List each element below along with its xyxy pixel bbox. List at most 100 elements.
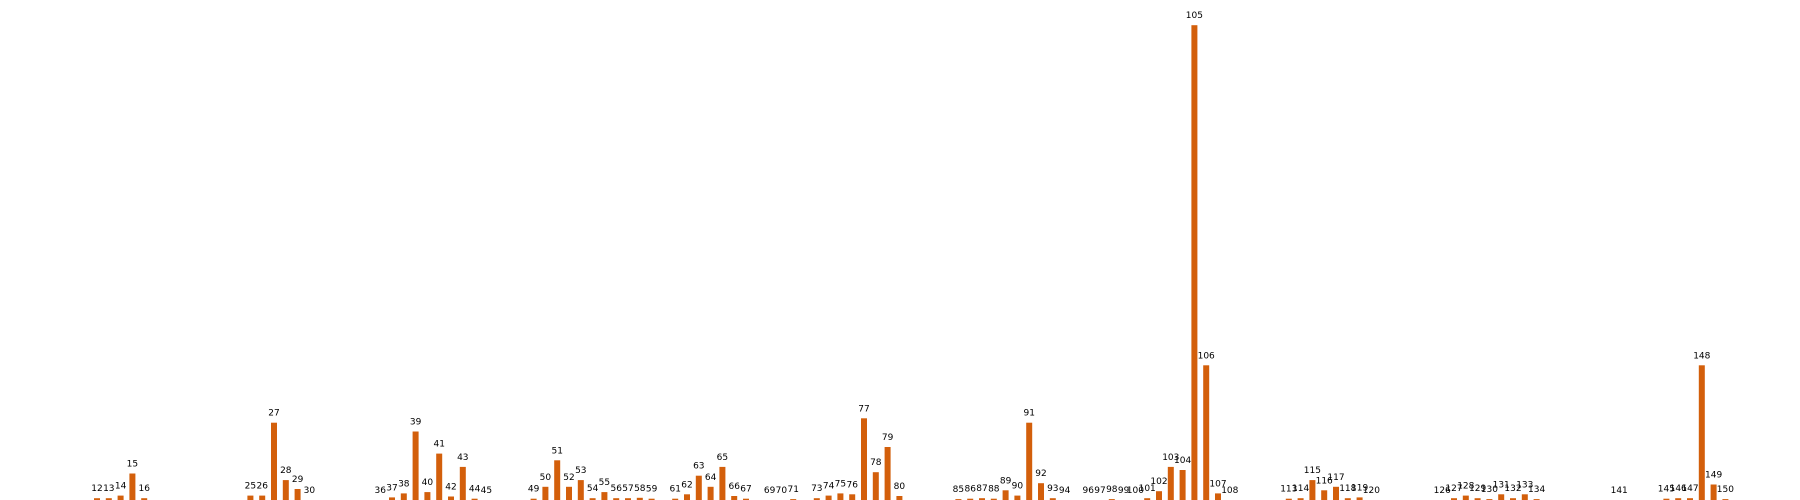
bar-118 bbox=[1344, 498, 1351, 500]
bar-25 bbox=[247, 495, 254, 500]
bar-132 bbox=[1510, 498, 1516, 500]
bar-label-36: 36 bbox=[374, 486, 386, 496]
bar-56 bbox=[613, 498, 620, 500]
bar-label-141: 141 bbox=[1611, 486, 1628, 496]
bar-90 bbox=[1014, 495, 1021, 500]
bar-53 bbox=[577, 480, 584, 500]
bar-label-77: 77 bbox=[858, 404, 869, 414]
bar-label-107: 107 bbox=[1209, 479, 1226, 489]
bar-54 bbox=[589, 498, 596, 500]
bar-103 bbox=[1167, 466, 1174, 500]
bar-label-91: 91 bbox=[1023, 409, 1034, 419]
bar-label-99: 99 bbox=[1118, 486, 1130, 496]
bar-label-145: 145 bbox=[1658, 485, 1675, 495]
bar-52 bbox=[566, 486, 572, 500]
bar-131 bbox=[1498, 494, 1505, 500]
bar-label-90: 90 bbox=[1012, 482, 1024, 492]
bar-27 bbox=[271, 422, 277, 500]
bar-label-63: 63 bbox=[693, 462, 704, 472]
bar-116 bbox=[1321, 490, 1328, 500]
bar-label-92: 92 bbox=[1035, 469, 1046, 479]
bar-label-147: 147 bbox=[1681, 484, 1698, 494]
bar-44 bbox=[471, 498, 478, 500]
bar-label-104: 104 bbox=[1174, 456, 1191, 466]
bar-label-129: 129 bbox=[1469, 484, 1486, 494]
bar-label-101: 101 bbox=[1139, 484, 1156, 494]
bar-label-133: 133 bbox=[1516, 480, 1533, 490]
bar-label-65: 65 bbox=[717, 453, 728, 463]
bar-label-74: 74 bbox=[823, 482, 835, 492]
bar-80 bbox=[896, 496, 903, 500]
bar-label-67: 67 bbox=[740, 485, 751, 495]
bar-label-80: 80 bbox=[894, 482, 906, 492]
bar-label-126: 126 bbox=[1434, 486, 1451, 496]
bar-148 bbox=[1698, 365, 1705, 500]
bar-label-76: 76 bbox=[846, 480, 858, 490]
bar-label-134: 134 bbox=[1528, 485, 1545, 495]
bar-39 bbox=[412, 431, 419, 500]
bar-67 bbox=[743, 498, 749, 500]
bar-117 bbox=[1333, 486, 1339, 500]
bar-107 bbox=[1215, 493, 1221, 500]
bars-group bbox=[94, 25, 1729, 500]
bar-127 bbox=[1451, 498, 1457, 500]
bar-label-61: 61 bbox=[669, 485, 680, 495]
bar-128 bbox=[1462, 495, 1469, 500]
bar-label-53: 53 bbox=[575, 466, 586, 476]
bar-label-132: 132 bbox=[1504, 484, 1521, 494]
bar-label-26: 26 bbox=[256, 482, 268, 492]
bar-104 bbox=[1179, 470, 1186, 500]
bar-label-97: 97 bbox=[1094, 486, 1105, 496]
bar-label-69: 69 bbox=[764, 486, 776, 496]
bar-label-30: 30 bbox=[304, 486, 316, 496]
bar-label-75: 75 bbox=[835, 479, 846, 489]
bar-label-119: 119 bbox=[1351, 483, 1368, 493]
bar-15 bbox=[129, 473, 136, 500]
bar-119 bbox=[1356, 497, 1363, 500]
bar-61 bbox=[672, 498, 679, 500]
bar-29 bbox=[294, 489, 301, 500]
bar-89 bbox=[1002, 490, 1009, 500]
bar-73 bbox=[813, 498, 820, 500]
bar-label-86: 86 bbox=[964, 485, 976, 495]
bar-label-94: 94 bbox=[1059, 486, 1071, 496]
bar-label-50: 50 bbox=[540, 473, 552, 483]
bar-label-85: 85 bbox=[953, 485, 964, 495]
bar-114 bbox=[1297, 498, 1304, 500]
bar-label-59: 59 bbox=[646, 485, 658, 495]
bar-label-93: 93 bbox=[1047, 484, 1058, 494]
bar-37 bbox=[389, 497, 395, 500]
bar-label-120: 120 bbox=[1363, 486, 1380, 496]
bar-label-116: 116 bbox=[1316, 476, 1333, 486]
bar-label-58: 58 bbox=[634, 484, 646, 494]
bar-86 bbox=[967, 498, 974, 500]
bar-label-96: 96 bbox=[1082, 486, 1094, 496]
bar-label-16: 16 bbox=[138, 484, 150, 494]
bar-102 bbox=[1156, 491, 1162, 500]
bar-64 bbox=[707, 486, 714, 500]
bar-93 bbox=[1049, 498, 1056, 500]
bar-74 bbox=[825, 495, 832, 500]
bar-51 bbox=[554, 460, 561, 500]
bar-label-98: 98 bbox=[1106, 485, 1118, 495]
bar-label-115: 115 bbox=[1304, 466, 1321, 476]
bar-40 bbox=[424, 492, 431, 500]
bar-label-43: 43 bbox=[457, 453, 468, 463]
bar-label-117: 117 bbox=[1327, 473, 1344, 483]
bar-label-87: 87 bbox=[976, 484, 987, 494]
bar-label-89: 89 bbox=[1000, 476, 1012, 486]
bar-58 bbox=[636, 497, 643, 500]
bar-88 bbox=[990, 498, 997, 500]
bar-label-106: 106 bbox=[1198, 351, 1215, 361]
bar-label-66: 66 bbox=[728, 482, 740, 492]
bar-label-150: 150 bbox=[1717, 485, 1734, 495]
bar-49 bbox=[530, 498, 537, 500]
bar-41 bbox=[436, 453, 443, 500]
bar-91 bbox=[1026, 422, 1033, 500]
bar-75 bbox=[837, 493, 844, 500]
bar-43 bbox=[459, 466, 466, 500]
bar-14 bbox=[117, 495, 124, 500]
bar-label-54: 54 bbox=[587, 484, 599, 494]
bar-87 bbox=[979, 498, 985, 500]
